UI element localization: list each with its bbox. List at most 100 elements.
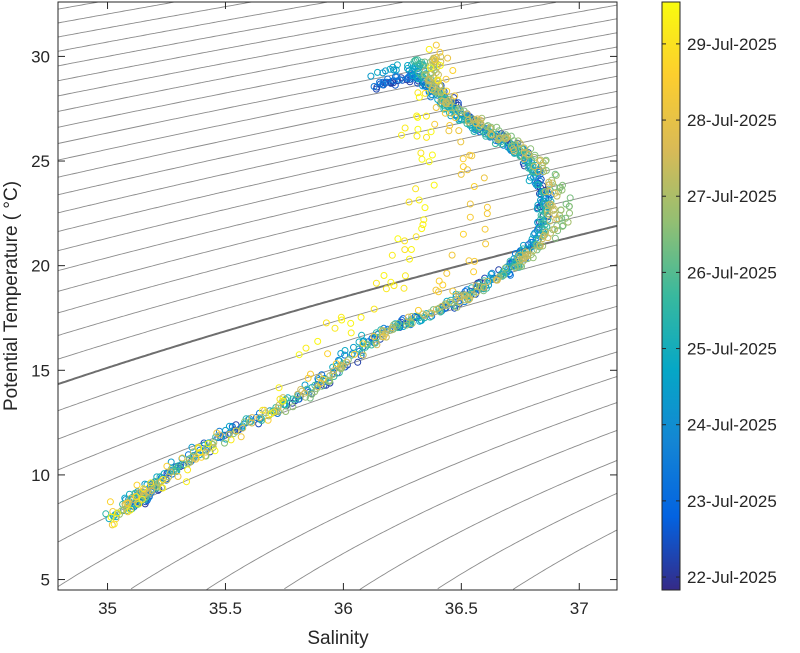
density-contour: [58, 2, 556, 97]
colorbar-tick-label: 22-Jul-2025: [687, 568, 777, 587]
data-point: [227, 436, 235, 444]
data-point: [337, 363, 345, 371]
x-tick-label: 36: [334, 599, 353, 618]
x-axis: 35 35.5 36 36.5 37: [98, 2, 589, 618]
data-point: [437, 53, 445, 61]
density-contour: [58, 122, 617, 252]
data-point: [431, 120, 439, 128]
data-point: [552, 171, 560, 179]
data-point: [488, 131, 496, 139]
data-point: [341, 347, 349, 354]
data-point: [379, 69, 387, 77]
data-point: [422, 112, 430, 120]
data-point: [376, 78, 384, 86]
density-contour: [58, 32, 617, 144]
data-point: [470, 268, 478, 276]
density-contour: [58, 106, 617, 232]
x-tick-label: 37: [570, 599, 589, 618]
data-point: [551, 211, 559, 218]
data-point: [468, 284, 475, 292]
data-point: [270, 408, 278, 416]
data-point: [359, 340, 367, 348]
profile-series-5: [117, 53, 561, 515]
data-point: [404, 313, 412, 321]
data-point: [347, 319, 355, 327]
data-point: [314, 337, 322, 345]
data-point: [541, 188, 549, 196]
x-tick-label: 35.5: [209, 599, 242, 618]
data-point: [545, 178, 553, 186]
data-point: [449, 67, 457, 74]
data-point: [456, 298, 464, 306]
data-point: [189, 448, 197, 456]
data-point: [421, 314, 429, 322]
density-contour: [130, 376, 617, 590]
data-point: [455, 127, 463, 135]
data-point: [452, 296, 460, 304]
density-contour: [58, 305, 617, 505]
data-point: [451, 92, 459, 100]
data-point: [545, 181, 553, 189]
colorbar: [661, 1, 681, 591]
x-axis-title: Salinity: [307, 628, 369, 649]
data-point: [123, 499, 131, 507]
data-point: [379, 78, 387, 86]
data-point: [110, 520, 118, 528]
data-point: [256, 414, 263, 422]
data-point: [431, 56, 439, 64]
data-point: [529, 247, 537, 255]
data-point: [341, 351, 349, 359]
data-point: [464, 293, 472, 301]
data-point: [480, 287, 488, 295]
data-point: [363, 340, 371, 348]
data-point: [184, 466, 192, 474]
data-point: [472, 119, 480, 127]
data-point: [480, 277, 488, 285]
data-point: [438, 302, 446, 310]
density-contours: [58, 2, 617, 590]
data-point: [477, 119, 485, 127]
density-contour: [58, 4, 617, 112]
data-point: [443, 269, 451, 277]
density-contour: [359, 459, 617, 590]
data-point: [425, 158, 433, 166]
data-point: [535, 181, 543, 189]
data-point: [294, 390, 302, 398]
data-point: [463, 120, 471, 128]
data-point: [544, 234, 552, 242]
data-point: [241, 418, 248, 426]
data-point: [441, 300, 449, 308]
data-point: [221, 439, 228, 447]
data-point: [361, 343, 369, 351]
data-point: [390, 66, 398, 74]
data-point: [482, 240, 490, 248]
data-point: [400, 284, 408, 292]
density-contour: [58, 206, 617, 360]
data-point: [535, 225, 543, 233]
data-point: [540, 232, 548, 240]
data-point: [423, 310, 430, 318]
data-point: [388, 324, 396, 332]
density-contour: [58, 2, 327, 52]
data-point: [433, 305, 440, 313]
data-point: [414, 113, 422, 121]
data-point: [425, 45, 433, 53]
data-point: [133, 481, 141, 489]
data-point: [421, 89, 429, 97]
data-point: [297, 386, 305, 393]
data-point: [429, 83, 437, 91]
data-point: [428, 86, 436, 94]
x-tick-label: 36.5: [445, 599, 478, 618]
data-point: [418, 225, 426, 233]
data-point: [202, 452, 210, 460]
data-point: [470, 183, 478, 190]
data-point: [457, 138, 465, 146]
data-point: [504, 265, 512, 272]
data-point: [516, 251, 524, 259]
data-point: [167, 458, 175, 466]
data-point: [443, 87, 451, 95]
data-point: [354, 358, 362, 366]
data-point: [408, 319, 416, 327]
data-point: [307, 370, 314, 378]
data-point: [147, 479, 155, 487]
